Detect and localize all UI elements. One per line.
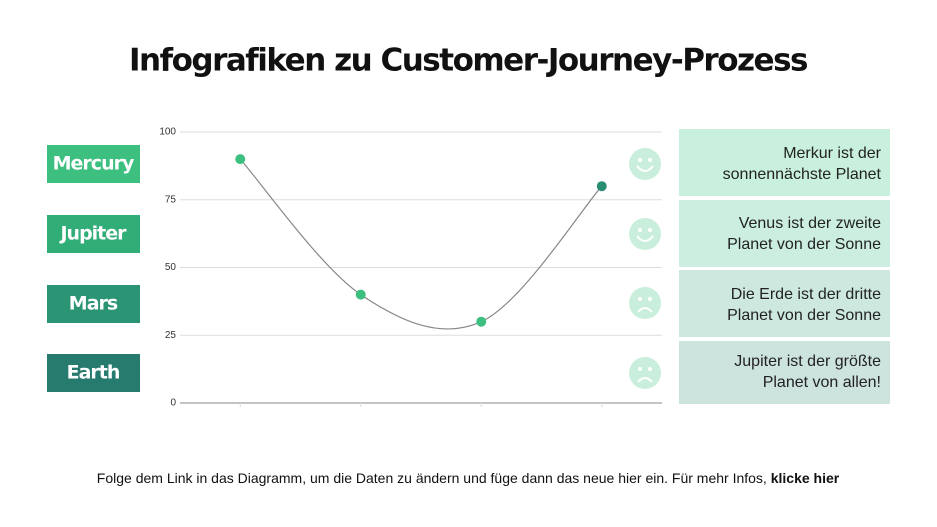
note: Planet von der Sonne [727,307,881,324]
note: Die Erde ist der dritte [731,286,881,303]
label-box [47,145,140,183]
note: Planet von der Sonne [727,236,881,253]
title: Infografiken zu Customer-Journey-Prozess [129,43,807,79]
footer-text: Folge dem Link in das Diagramm, um die D… [97,470,771,486]
note: Jupiter ist der größte [734,353,881,370]
line [239,158,603,330]
note: Merkur ist der [783,145,881,162]
y-tick-label: 25 [165,330,177,341]
y-tick-label: 75 [165,194,177,205]
chart: 0 25 50 75 100 [159,127,662,409]
note: Planet von allen! [763,374,881,391]
point [476,316,487,327]
label: Mars [69,293,118,315]
y-tick-label: 50 [165,262,177,273]
label-box [47,215,140,253]
sad-icon [629,287,661,319]
footer-link[interactable]: klicke hier [771,470,840,486]
label: Jupiter [58,223,127,245]
note-box [679,200,890,267]
note: Venus ist der zweite [739,215,881,232]
footer: Folge dem Link in das Diagramm, um die D… [97,470,840,486]
note-box [679,341,890,404]
happy-icon [629,148,661,180]
point [596,181,607,192]
label-box [47,285,140,323]
note-box [679,129,890,196]
sad-icon [629,357,661,389]
label-box [47,354,140,392]
point [235,154,246,165]
label: Mercury [53,153,135,175]
happy-icon [629,218,661,250]
note-box [679,270,890,337]
y-tick-label: 0 [170,398,176,409]
point [355,289,366,300]
label: Earth [67,362,120,384]
smileys [629,148,661,389]
y-tick-label: 100 [159,127,176,138]
note: sonnennächste Planet [723,166,882,183]
